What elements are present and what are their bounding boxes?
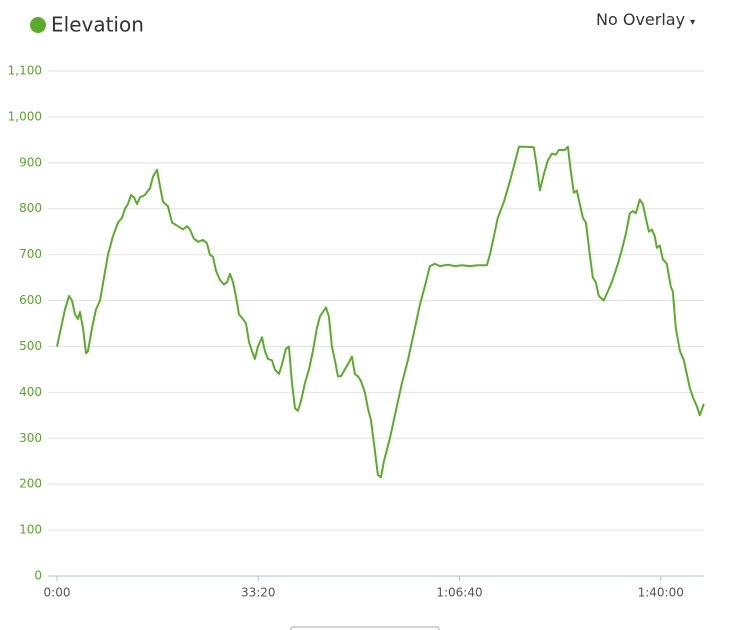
x-tick-label: 1:40:00: [638, 586, 684, 600]
legend-dot: [30, 17, 46, 33]
x-tick-label: 33:20: [241, 586, 276, 600]
overlay-label: No Overlay: [596, 10, 686, 29]
y-tick-label: 900: [19, 155, 42, 169]
y-tick-label: 400: [19, 385, 42, 399]
y-tick-label: 100: [19, 523, 42, 537]
dropdown-arrow: ▾: [690, 17, 696, 28]
x-tick-label: 0:00: [44, 586, 71, 600]
y-tick-label: 1,100: [8, 64, 42, 78]
y-tick-label: 200: [19, 477, 42, 491]
y-tick-label: 600: [19, 293, 42, 307]
x-tick-label: 1:06:40: [436, 586, 482, 600]
elevation-line: [56, 145, 705, 479]
y-tick-label: 1,000: [8, 109, 42, 123]
y-tick-label: 0: [34, 569, 42, 583]
y-tick-label: 800: [19, 201, 42, 215]
chart-title: Elevation: [51, 13, 144, 37]
y-tick-label: 300: [19, 431, 42, 445]
overlay-dropdown[interactable]: No Overlay ▾: [596, 10, 695, 29]
scrollbar[interactable]: [290, 626, 440, 630]
y-tick-label: 500: [19, 339, 42, 353]
y-tick-label: 700: [19, 247, 42, 261]
